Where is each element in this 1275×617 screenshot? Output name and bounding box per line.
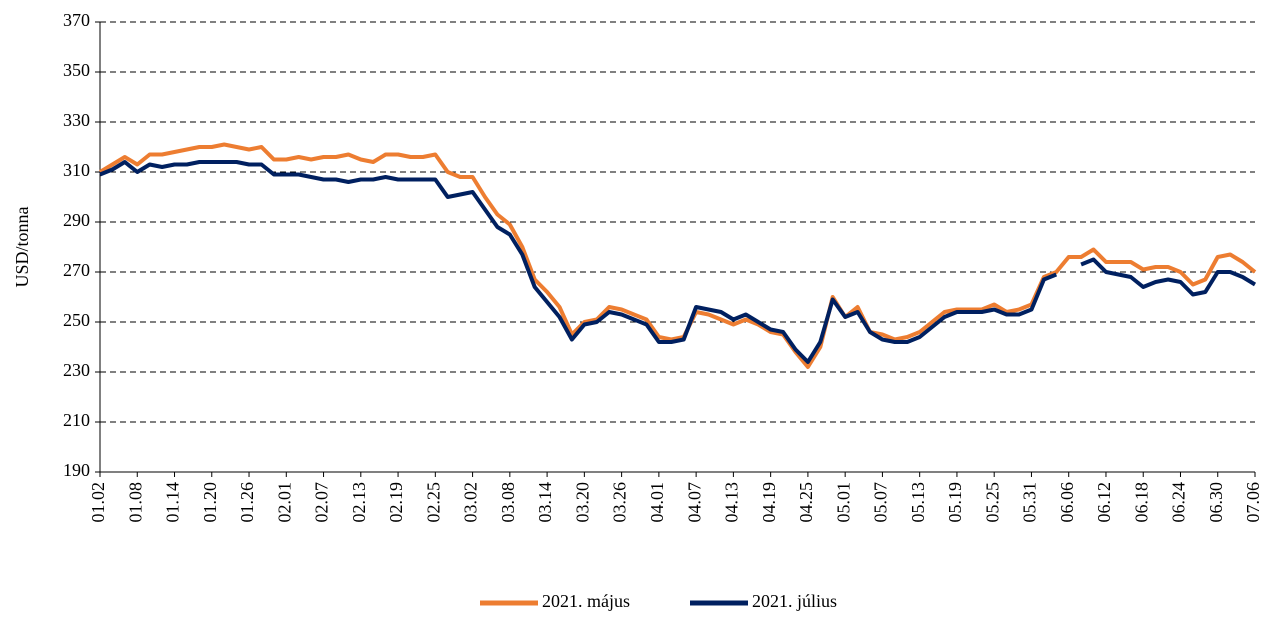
x-tick-label: 05.19	[945, 482, 965, 523]
x-tick-label: 01.20	[200, 482, 220, 523]
x-tick-label: 04.13	[722, 482, 742, 523]
x-tick-label: 04.25	[796, 482, 816, 523]
y-tick-label: 210	[63, 410, 90, 430]
x-tick-label: 04.07	[684, 482, 704, 523]
legend-label: 2021. május	[542, 591, 630, 611]
x-tick-label: 03.14	[535, 482, 555, 523]
x-tick-label: 05.13	[908, 482, 928, 523]
x-tick-label: 02.07	[312, 482, 332, 523]
x-tick-label: 05.31	[1020, 482, 1040, 523]
x-tick-label: 05.25	[982, 482, 1002, 523]
y-tick-label: 230	[63, 360, 90, 380]
y-tick-label: 250	[63, 310, 90, 330]
x-tick-label: 06.12	[1094, 482, 1114, 523]
x-tick-label: 04.01	[647, 482, 667, 523]
line-series	[99, 160, 1257, 364]
x-tick-label: 04.19	[759, 482, 779, 523]
x-tick-label: 05.01	[833, 482, 853, 523]
x-tick-label: 02.25	[423, 482, 443, 523]
y-tick-label: 290	[63, 210, 90, 230]
x-tick-label: 03.02	[461, 482, 481, 523]
x-tick-label: 06.30	[1206, 482, 1226, 523]
x-tick-label: 02.01	[274, 482, 294, 523]
y-tick-label: 350	[63, 60, 90, 80]
x-tick-label: 01.14	[163, 482, 183, 523]
y-tick-label: 330	[63, 110, 90, 130]
x-tick-label: 01.08	[125, 482, 145, 523]
line-series	[98, 142, 1257, 369]
x-tick-label: 03.08	[498, 482, 518, 523]
x-tick-label: 03.26	[610, 482, 630, 523]
y-tick-label: 270	[63, 260, 90, 280]
x-tick-label: 02.19	[386, 482, 406, 523]
y-axis-label: USD/tonna	[12, 206, 32, 287]
legend-label: 2021. július	[752, 591, 837, 611]
y-tick-label: 370	[63, 10, 90, 30]
x-tick-label: 06.18	[1131, 482, 1151, 523]
x-tick-label: 06.06	[1057, 482, 1077, 523]
y-tick-label: 190	[63, 460, 90, 480]
x-tick-label: 03.20	[572, 482, 592, 523]
x-tick-label: 07.06	[1243, 482, 1263, 523]
x-tick-label: 05.07	[871, 482, 891, 523]
x-tick-label: 02.13	[349, 482, 369, 523]
y-tick-label: 310	[63, 160, 90, 180]
x-tick-label: 01.26	[237, 482, 257, 523]
x-tick-label: 06.24	[1169, 482, 1189, 523]
x-tick-label: 01.02	[88, 482, 108, 523]
